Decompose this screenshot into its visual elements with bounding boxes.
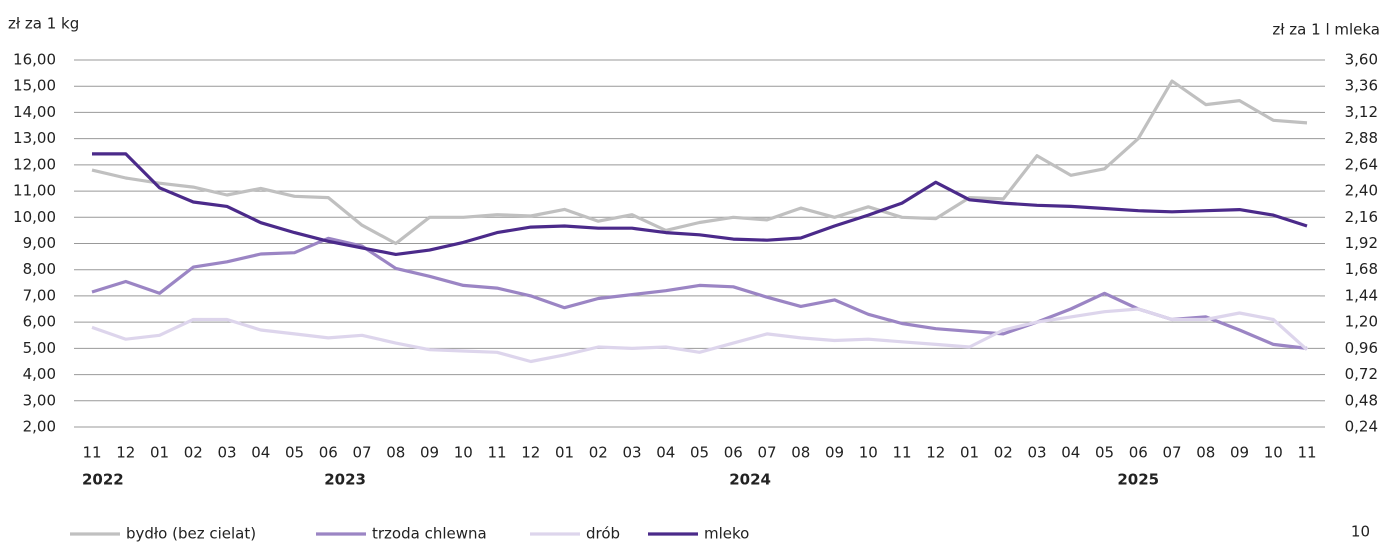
y2-tick-label: 1,92	[1345, 234, 1378, 252]
year-label: 2024	[729, 471, 771, 489]
y-tick-label: 12,00	[13, 155, 56, 173]
y2-tick-label: 2,40	[1345, 182, 1378, 200]
x-tick-label: 07	[1162, 444, 1181, 462]
x-tick-label: 05	[285, 444, 304, 462]
x-tick-label: 02	[589, 444, 608, 462]
x-tick-label: 03	[622, 444, 641, 462]
y2-tick-label: 2,16	[1345, 208, 1378, 226]
year-label: 2025	[1117, 471, 1159, 489]
x-tick-label: 03	[1027, 444, 1046, 462]
x-tick-label: 12	[521, 444, 540, 462]
x-tick-label: 09	[825, 444, 844, 462]
x-tick-label: 11	[1297, 444, 1316, 462]
legend-label: mleko	[704, 525, 749, 542]
x-tick-label: 01	[150, 444, 169, 462]
x-tick-label: 05	[690, 444, 709, 462]
y-tick-label: 3,00	[23, 391, 56, 409]
y2-tick-label: 0,72	[1345, 365, 1378, 383]
y2-tick-label: 2,88	[1345, 129, 1378, 147]
y2-axis-label: zł za 1 l mleka	[1272, 21, 1380, 39]
x-tick-label: 01	[555, 444, 574, 462]
x-tick-label: 11	[892, 444, 911, 462]
x-tick-label: 01	[960, 444, 979, 462]
y-tick-label: 2,00	[23, 418, 56, 436]
y-tick-label: 8,00	[23, 260, 56, 278]
x-tick-label: 10	[454, 444, 473, 462]
x-tick-label: 09	[1230, 444, 1249, 462]
y-tick-label: 16,00	[13, 51, 56, 69]
y2-tick-label: 0,96	[1345, 339, 1378, 357]
y-tick-label: 4,00	[23, 365, 56, 383]
x-tick-label: 06	[724, 444, 743, 462]
y-tick-label: 15,00	[13, 77, 56, 95]
x-tick-label: 07	[352, 444, 371, 462]
x-tick-label: 02	[994, 444, 1013, 462]
x-tick-label: 04	[656, 444, 675, 462]
x-tick-label: 07	[757, 444, 776, 462]
y-tick-label: 13,00	[13, 129, 56, 147]
year-label: 2022	[82, 471, 124, 489]
y2-tick-label: 1,20	[1345, 313, 1378, 331]
y-tick-label: 11,00	[13, 182, 56, 200]
series-line	[91, 307, 1309, 364]
x-tick-label: 08	[1196, 444, 1215, 462]
x-tick-label: 10	[1264, 444, 1283, 462]
x-tick-label: 12	[116, 444, 135, 462]
x-tick-label: 02	[184, 444, 203, 462]
series-line	[91, 236, 1308, 350]
legend-label: trzoda chlewna	[372, 525, 487, 542]
y2-tick-label: 1,44	[1345, 286, 1378, 304]
y2-tick-label: 3,36	[1345, 77, 1378, 95]
y-tick-label: 14,00	[13, 103, 56, 121]
legend-label: drób	[586, 525, 620, 542]
x-tick-label: 04	[1061, 444, 1080, 462]
x-tick-label: 11	[82, 444, 101, 462]
y2-tick-label: 3,12	[1345, 103, 1378, 121]
x-tick-label: 03	[217, 444, 236, 462]
x-tick-label: 11	[487, 444, 506, 462]
y2-tick-label: 1,68	[1345, 260, 1378, 278]
y-tick-label: 7,00	[23, 286, 56, 304]
y2-tick-label: 0,48	[1345, 391, 1378, 409]
x-tick-label: 10	[859, 444, 878, 462]
y-tick-label: 10,00	[13, 208, 56, 226]
x-tick-label: 04	[251, 444, 270, 462]
x-tick-label: 06	[1129, 444, 1148, 462]
x-tick-label: 12	[926, 444, 945, 462]
series-line	[91, 79, 1308, 246]
x-tick-label: 05	[1095, 444, 1114, 462]
y-axis-label: zł za 1 kg	[8, 15, 79, 33]
y-tick-label: 9,00	[23, 234, 56, 252]
y2-tick-label: 2,64	[1345, 155, 1378, 173]
series-line	[92, 152, 1308, 256]
y2-tick-label: 0,24	[1345, 418, 1378, 436]
legend-label: bydło (bez cielat)	[126, 525, 256, 542]
x-tick-label: 08	[386, 444, 405, 462]
page-number: 10	[1351, 523, 1370, 541]
x-tick-label: 09	[420, 444, 439, 462]
y-tick-label: 5,00	[23, 339, 56, 357]
y-tick-label: 6,00	[23, 313, 56, 331]
x-tick-label: 08	[791, 444, 810, 462]
year-label: 2023	[324, 471, 366, 489]
y2-tick-label: 3,60	[1345, 51, 1378, 69]
x-tick-label: 06	[319, 444, 338, 462]
